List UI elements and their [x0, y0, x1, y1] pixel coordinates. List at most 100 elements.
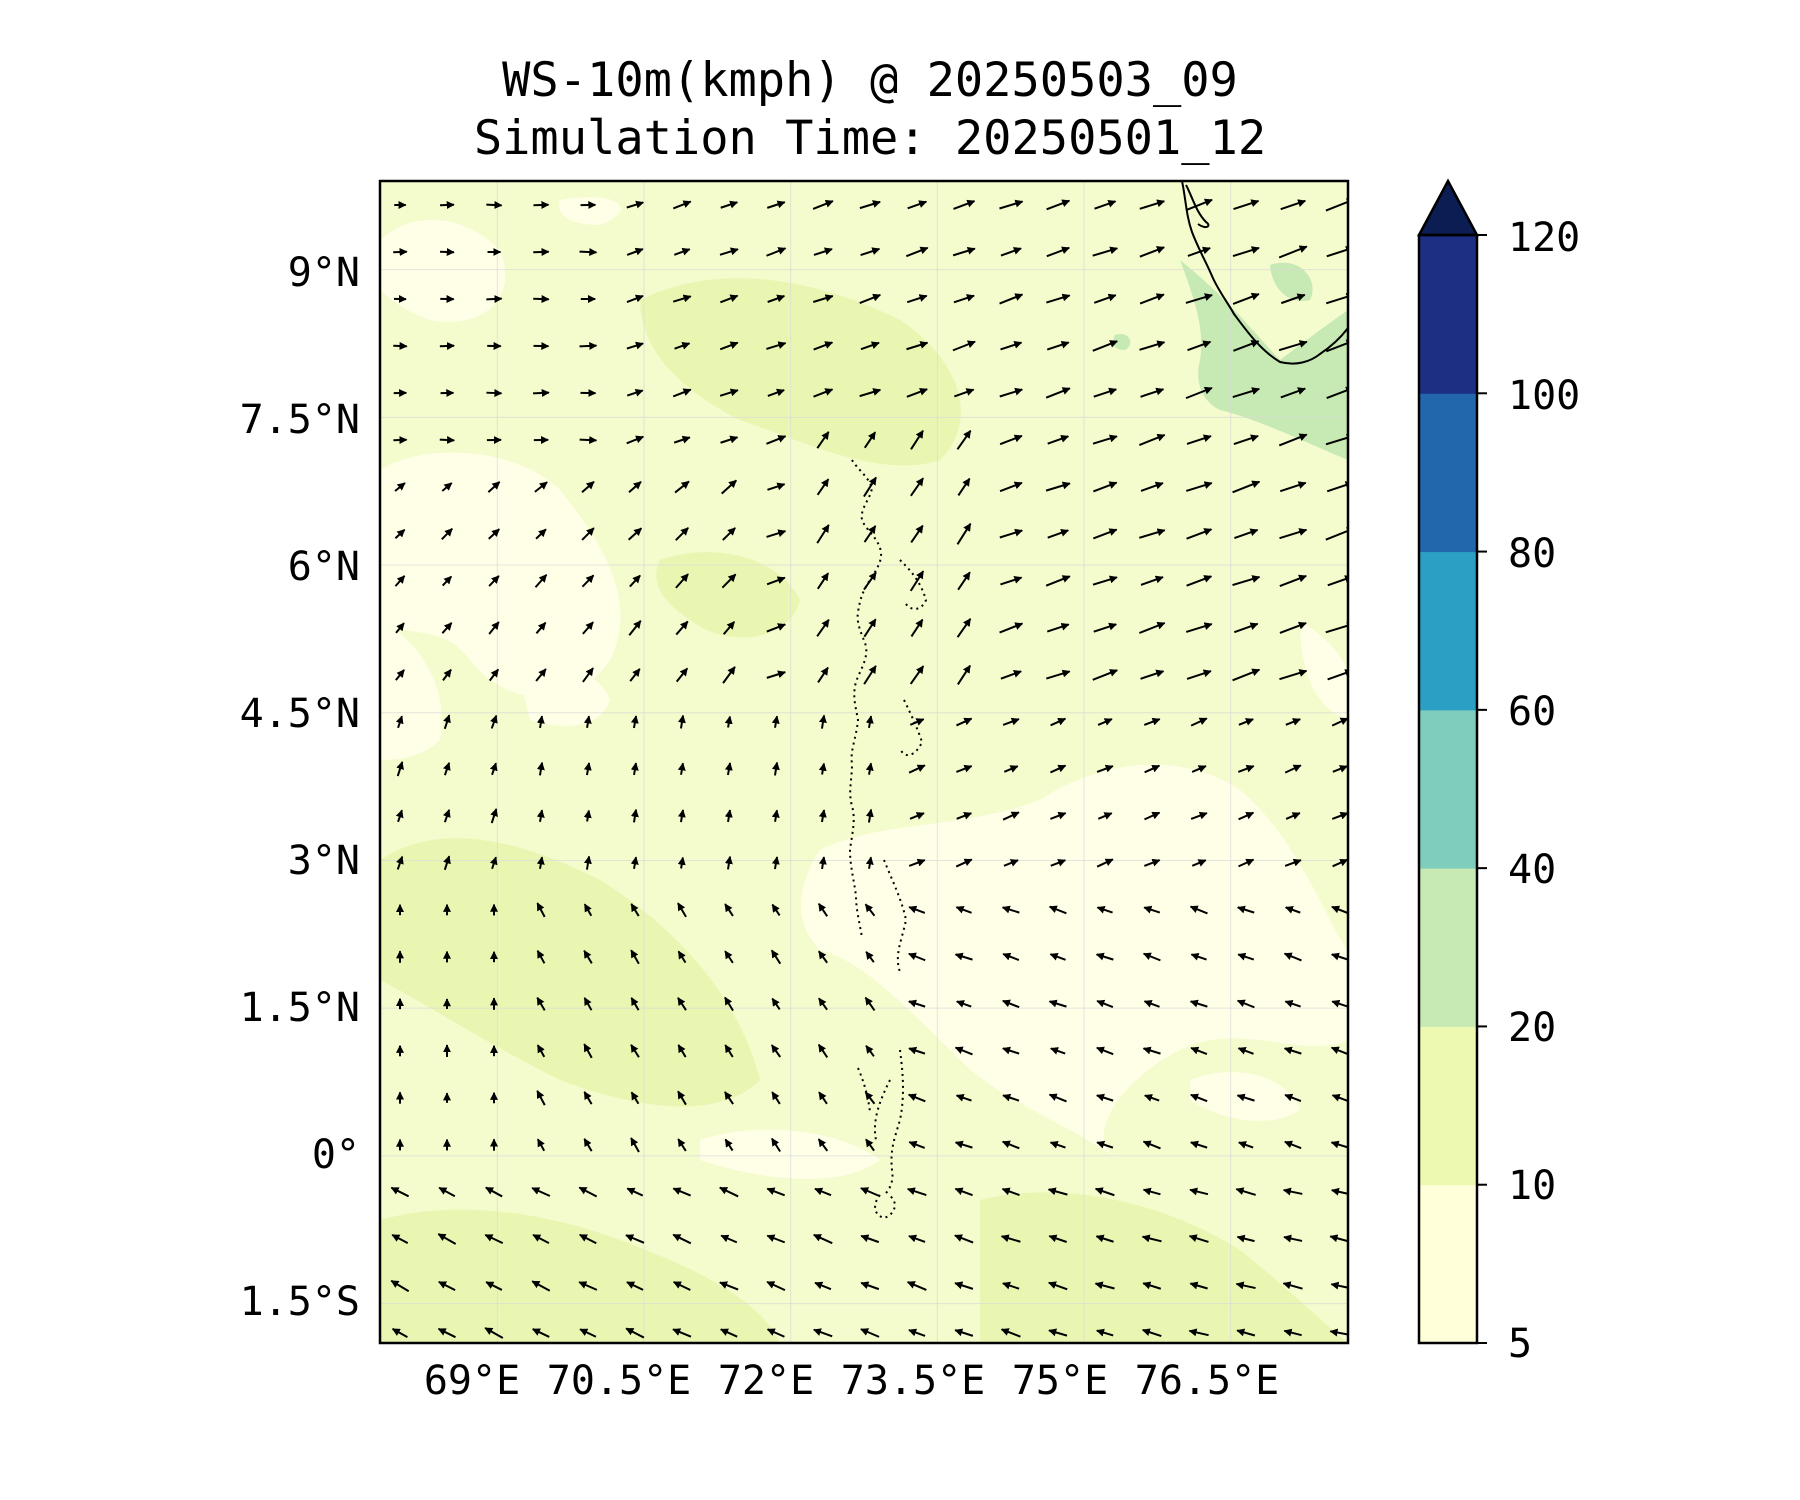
- wind-arrow: [1050, 717, 1067, 727]
- wind-arrow: [720, 435, 739, 444]
- wind-arrow: [817, 1043, 829, 1058]
- wind-arrow: [1046, 340, 1070, 351]
- wind-arrow: [1238, 718, 1254, 726]
- wind-arrow: [1048, 1093, 1067, 1103]
- wind-arrow: [1187, 246, 1211, 257]
- wind-arrow: [724, 762, 733, 776]
- wind-arrow: [630, 1091, 640, 1105]
- wind-arrow: [1238, 811, 1255, 821]
- wind-arrow: [1002, 999, 1020, 1009]
- wind-arrow: [441, 527, 453, 541]
- wind-arrow: [957, 571, 971, 591]
- wind-arrow: [722, 666, 736, 684]
- wind-arrow: [816, 619, 830, 637]
- wind-arrow: [908, 1140, 926, 1149]
- lat-tick-1-5s: 1.5°S: [239, 1279, 360, 1325]
- wind-arrow: [817, 903, 829, 917]
- wind-arrow: [1325, 621, 1348, 634]
- wind-arrow: [906, 1281, 927, 1291]
- kerala-landmass: [1180, 260, 1348, 460]
- wind-arrow: [1096, 1093, 1114, 1102]
- wind-arrow: [766, 1187, 786, 1197]
- wind-arrow: [1330, 1140, 1348, 1149]
- map-frame: [378, 179, 1350, 1345]
- wind-arrow: [677, 1138, 687, 1152]
- wind-arrow: [1282, 1187, 1303, 1196]
- wind-arrow: [954, 952, 973, 961]
- wind-arrow: [906, 387, 928, 398]
- wind-arrow: [720, 1328, 738, 1338]
- wind-arrow: [724, 950, 734, 964]
- wind-arrow: [1283, 1328, 1302, 1337]
- wind-arrow: [813, 247, 833, 256]
- moderate-wind-band: [380, 278, 1348, 1343]
- wind-arrow: [396, 761, 404, 777]
- wind-arrow: [630, 1044, 640, 1058]
- wind-arrow: [1233, 199, 1260, 211]
- wind-arrow: [489, 856, 498, 870]
- lon-tick-76-5e: 76.5°E: [1134, 1358, 1280, 1404]
- wind-arrow: [722, 621, 736, 635]
- wind-arrow: [579, 436, 598, 445]
- wind-arrow: [1001, 1140, 1020, 1150]
- wind-arrow: [1140, 669, 1165, 680]
- wind-arrow: [675, 573, 689, 589]
- wind-arrow: [630, 856, 639, 869]
- wind-arrow: [673, 435, 691, 444]
- wind-arrow: [1188, 1234, 1209, 1243]
- wind-arrow: [1238, 1141, 1254, 1149]
- wind-arrow: [1326, 246, 1348, 258]
- wind-arrow: [1235, 1281, 1256, 1290]
- wind-arrow: [766, 435, 787, 445]
- wind-arrow: [1000, 340, 1023, 351]
- wind-arrow: [1325, 198, 1348, 212]
- wind-arrow: [535, 528, 547, 540]
- wind-arrow: [954, 1234, 974, 1244]
- wind-arrow: [1284, 764, 1302, 774]
- wind-arrow: [766, 623, 786, 633]
- coastal-green-patch: [1270, 262, 1313, 301]
- wind-arrow: [675, 527, 689, 541]
- wind-arrow: [908, 905, 926, 914]
- wind-arrow: [953, 294, 975, 304]
- wind-arrow: [485, 1281, 503, 1291]
- wind-arrow: [484, 1327, 504, 1339]
- wind-arrow: [908, 1328, 926, 1337]
- wind-arrow: [626, 341, 644, 350]
- wind-arrow: [1094, 1187, 1115, 1197]
- wind-arrow: [1144, 858, 1161, 867]
- wind-arrow: [488, 668, 500, 682]
- wind-arrow: [957, 477, 971, 497]
- wind-arrow: [1001, 1187, 1020, 1196]
- wind-arrow: [535, 668, 547, 682]
- wind-arrow: [439, 436, 456, 444]
- wind-arrow: [767, 388, 785, 397]
- wind-arrow: [394, 528, 406, 540]
- wind-arrow: [908, 999, 926, 1008]
- colorbar-segment: [1419, 709, 1477, 869]
- colorbar-segment: [1419, 551, 1477, 711]
- wind-arrow: [531, 1280, 551, 1292]
- wind-arrow: [672, 388, 692, 398]
- wind-arrow: [1097, 812, 1113, 820]
- wind-arrow: [443, 714, 451, 730]
- wind-arrow: [490, 808, 498, 824]
- wind-arrow: [536, 856, 545, 869]
- wind-arrow: [626, 1281, 644, 1291]
- wind-arrow: [1092, 669, 1118, 681]
- wind-arrow: [956, 618, 972, 638]
- wind-arrow: [486, 201, 503, 210]
- wind-arrow: [489, 762, 498, 776]
- wind-arrow: [1045, 387, 1071, 399]
- wind-arrow: [1140, 481, 1164, 492]
- wind-arrow: [1190, 1046, 1208, 1055]
- wind-arrow: [956, 717, 973, 727]
- wind-arrow: [766, 200, 786, 209]
- wind-arrow: [628, 481, 642, 493]
- wind-arrow: [724, 855, 733, 870]
- wind-arrow: [1190, 952, 1207, 961]
- colorbar-segment: [1419, 235, 1477, 394]
- wind-arrow: [437, 1233, 457, 1245]
- wind-arrow: [814, 1187, 832, 1197]
- wind-arrow: [1235, 1187, 1256, 1196]
